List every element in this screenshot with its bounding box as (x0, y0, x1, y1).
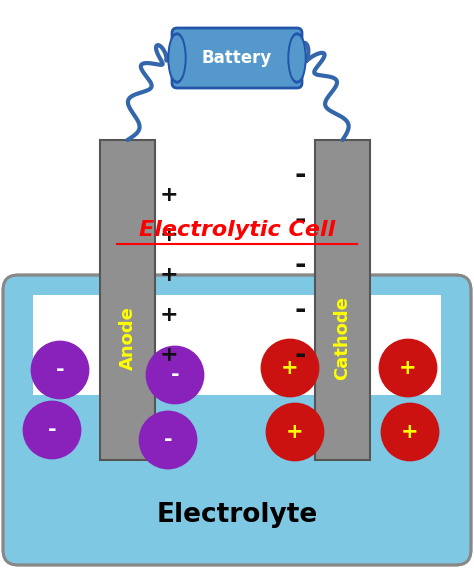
FancyBboxPatch shape (33, 295, 441, 395)
Ellipse shape (168, 33, 186, 83)
Text: Electrolytic Cell: Electrolytic Cell (139, 220, 335, 240)
Text: -: - (295, 161, 307, 189)
Text: +: + (399, 358, 417, 378)
Text: +: + (160, 305, 179, 325)
Text: +: + (160, 185, 179, 205)
Text: +: + (281, 358, 299, 378)
Circle shape (32, 342, 88, 398)
Text: Cathode: Cathode (334, 296, 352, 381)
Text: -: - (164, 430, 173, 450)
Circle shape (140, 412, 196, 468)
Text: -: - (55, 360, 64, 380)
Circle shape (382, 404, 438, 460)
FancyBboxPatch shape (100, 140, 155, 460)
Ellipse shape (290, 36, 304, 80)
FancyBboxPatch shape (315, 140, 370, 460)
Text: -: - (295, 206, 307, 234)
Text: -: - (295, 296, 307, 324)
Text: +: + (160, 265, 179, 285)
Text: +: + (160, 225, 179, 245)
Text: Anode: Anode (118, 306, 137, 370)
Text: +: + (160, 345, 179, 365)
Circle shape (262, 340, 318, 396)
Text: -: - (171, 365, 179, 385)
Text: +: + (401, 422, 419, 442)
FancyBboxPatch shape (3, 275, 471, 565)
Circle shape (267, 404, 323, 460)
Text: Electrolyte: Electrolyte (156, 502, 318, 528)
Text: -: - (295, 251, 307, 279)
Text: +: + (286, 422, 304, 442)
Text: -: - (48, 420, 56, 440)
Text: Battery: Battery (202, 49, 272, 67)
Circle shape (380, 340, 436, 396)
FancyBboxPatch shape (172, 28, 302, 88)
Circle shape (24, 402, 80, 458)
Text: -: - (295, 341, 307, 369)
Ellipse shape (288, 33, 306, 83)
Ellipse shape (170, 36, 184, 80)
Circle shape (147, 347, 203, 403)
